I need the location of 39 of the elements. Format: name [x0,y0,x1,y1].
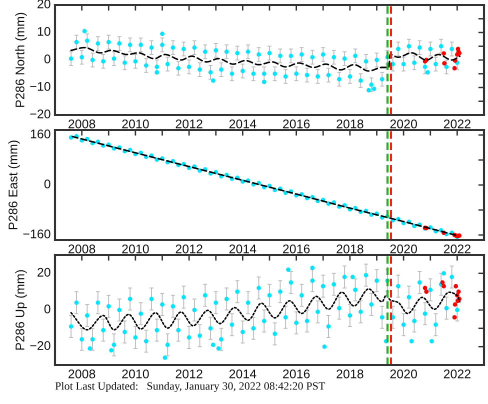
y-tick-label: 0 [44,304,50,314]
x-tick-label: 2022 [444,369,470,378]
x-tick-label: 2010 [122,119,149,128]
x-tick-label: 2018 [336,119,364,128]
x-tick-label: 2008 [68,369,96,378]
y-tick-label: 0 [44,54,50,64]
x-tick-label: 2022 [444,119,470,128]
x-tick-label: 2022 [444,244,470,254]
y-tick-label: −10 [30,82,50,91]
x-tick-label: 2008 [68,244,96,254]
x-tick-label: 2012 [176,369,202,378]
y-tick-label: −160 [23,230,50,238]
x-tick-label: 2010 [122,369,149,378]
x-tick-label: 2012 [176,244,202,254]
x-tick-label: 2014 [229,369,256,378]
y-tick-label: 20 [38,0,50,8]
x-tick-label: 2016 [283,369,310,378]
y-tick-label: −20 [30,110,50,118]
x-tick-label: 2014 [229,244,256,254]
y-axis-title: P286 East (mm) [8,140,20,230]
y-tick-label: 10 [38,27,50,36]
x-tick-label: 2018 [336,369,364,378]
x-tick-label: 2008 [68,119,96,128]
y-tick-label: 160 [30,130,50,138]
x-tick-label: 2010 [122,244,149,254]
y-axis-title: P286 Up (mm) [15,270,27,350]
text: Plot Last Updated: Sunday, January 30, 2022 08:42:20 PST [55,382,326,392]
y-tick-label: 20 [38,268,50,277]
y-tick-label: 0 [44,180,50,188]
x-tick-label: 2016 [283,244,310,254]
x-tick-label: 2020 [390,119,417,128]
x-tick-label: 2012 [176,119,202,128]
x-tick-label: 2014 [229,119,256,128]
x-tick-label: 2020 [390,244,417,254]
y-axis-title: P286 North (mm) [15,12,27,107]
x-tick-label: 2018 [336,244,364,254]
x-tick-label: 2020 [390,369,417,378]
x-tick-label: 2016 [283,119,310,128]
y-tick-label: −20 [30,341,50,350]
